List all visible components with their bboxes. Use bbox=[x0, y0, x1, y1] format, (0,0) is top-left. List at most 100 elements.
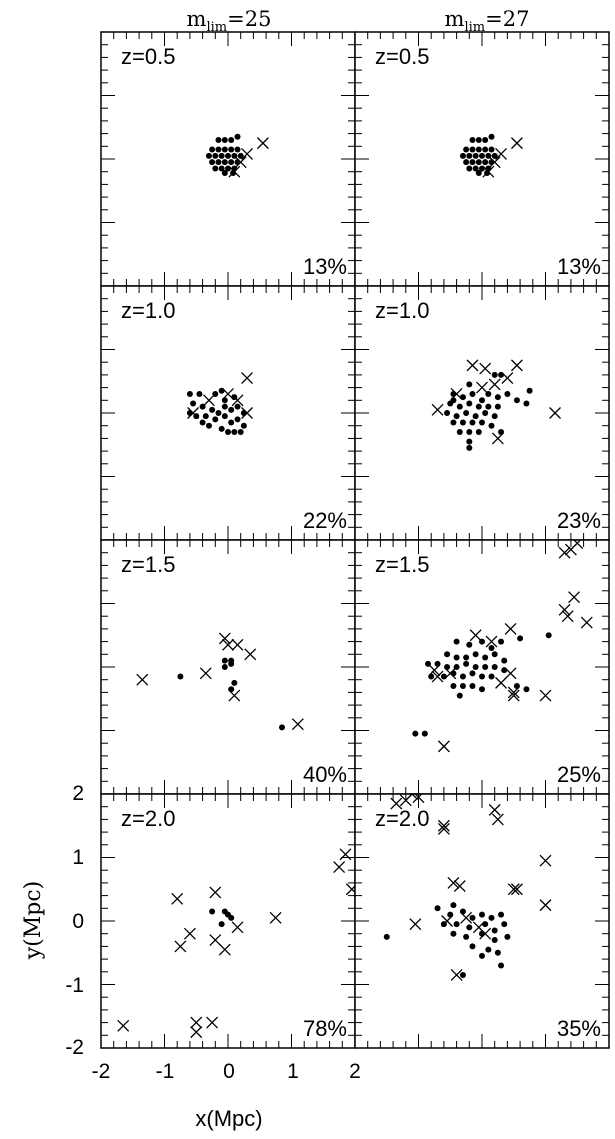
data-point-dot bbox=[196, 390, 203, 397]
data-point-cross bbox=[476, 381, 488, 394]
data-point-cross bbox=[218, 943, 231, 956]
data-point-dot bbox=[421, 730, 428, 737]
data-point-dot bbox=[444, 664, 451, 670]
data-point-dot bbox=[225, 429, 231, 436]
data-point-dot bbox=[456, 403, 463, 410]
data-point-dot bbox=[463, 654, 470, 661]
data-point-dot bbox=[228, 406, 235, 413]
data-point-dot bbox=[221, 159, 228, 166]
panel-frame bbox=[354, 31, 610, 287]
panel-percentage-label: 22% bbox=[303, 508, 347, 533]
data-point-dot bbox=[466, 444, 473, 451]
data-point-cross bbox=[444, 667, 457, 680]
data-point-dot bbox=[491, 371, 498, 378]
data-point-dot bbox=[212, 416, 219, 423]
panel-ticks bbox=[101, 32, 355, 286]
data-point-dot bbox=[513, 683, 520, 690]
data-point-dot bbox=[475, 403, 482, 410]
data-point-dot bbox=[215, 136, 222, 143]
data-point-cross bbox=[199, 667, 212, 680]
data-point-cross bbox=[431, 670, 444, 683]
data-point-dot bbox=[434, 660, 441, 667]
data-point-cross bbox=[333, 861, 346, 873]
panel-ticks bbox=[101, 794, 355, 1048]
data-point-dot bbox=[491, 152, 498, 159]
data-point-cross bbox=[495, 676, 508, 689]
data-point-dot bbox=[491, 664, 498, 670]
data-point-cross bbox=[256, 137, 269, 150]
data-point-dot bbox=[186, 410, 193, 416]
data-point-cross bbox=[495, 147, 508, 160]
data-point-dot bbox=[450, 930, 457, 937]
data-point-dot bbox=[228, 686, 235, 693]
data-point-dot bbox=[453, 413, 460, 420]
data-point-cross bbox=[437, 819, 450, 832]
data-point-dot bbox=[218, 152, 225, 159]
data-point-dot bbox=[472, 651, 479, 658]
scatter-panel: z=2.0 35% bbox=[354, 793, 610, 1049]
data-point-dot bbox=[221, 397, 228, 404]
data-point-dot bbox=[485, 403, 492, 410]
data-point-dot bbox=[469, 683, 476, 690]
panel-frame bbox=[100, 539, 356, 795]
data-point-cross bbox=[479, 927, 492, 940]
data-point-dot bbox=[453, 638, 460, 645]
panel-percentage-label: 25% bbox=[557, 762, 601, 787]
data-point-cross bbox=[241, 407, 254, 419]
data-point-cross bbox=[231, 638, 244, 651]
data-point-cross bbox=[447, 876, 460, 889]
data-point-cross bbox=[231, 394, 244, 407]
data-point-dot bbox=[228, 914, 235, 921]
data-point-cross bbox=[510, 359, 523, 372]
data-point-dot bbox=[221, 413, 228, 420]
data-point-dot bbox=[444, 651, 451, 658]
data-point-cross bbox=[510, 137, 523, 150]
data-point-dot bbox=[450, 902, 457, 909]
data-point-dot bbox=[517, 635, 524, 642]
column-title-mlim-27: mlim=27 bbox=[445, 7, 530, 35]
x-tick-label: -2 bbox=[92, 1060, 111, 1083]
scatter-panel: z=1.0 23% bbox=[354, 285, 610, 541]
data-point-dot bbox=[491, 937, 498, 944]
data-point-dot bbox=[491, 927, 498, 934]
data-point-dot bbox=[231, 679, 238, 686]
data-point-cross bbox=[409, 918, 422, 931]
data-point-cross bbox=[580, 616, 593, 629]
panel-percentage-label: 13% bbox=[557, 254, 601, 279]
data-point-cross bbox=[428, 664, 441, 677]
data-point-dot bbox=[472, 165, 479, 172]
column-title-main: m bbox=[445, 7, 465, 31]
data-point-dot bbox=[459, 908, 466, 915]
data-point-dot bbox=[450, 419, 457, 426]
data-point-dot bbox=[466, 924, 473, 931]
data-point-cross bbox=[244, 648, 257, 661]
panel-marks bbox=[186, 372, 254, 436]
data-point-dot bbox=[479, 686, 485, 693]
x-tick-label: -1 bbox=[156, 1060, 175, 1083]
data-point-dot bbox=[209, 406, 216, 413]
data-point-cross bbox=[241, 147, 254, 160]
data-point-cross bbox=[549, 407, 561, 419]
data-point-dot bbox=[466, 400, 473, 407]
data-point-dot bbox=[459, 152, 466, 159]
panel-frame bbox=[354, 539, 610, 795]
data-point-cross bbox=[507, 689, 520, 702]
data-point-dot bbox=[494, 403, 501, 410]
data-point-dot bbox=[466, 641, 473, 648]
data-point-cross bbox=[291, 718, 304, 731]
data-point-dot bbox=[383, 933, 390, 940]
panel-frame bbox=[100, 31, 356, 287]
data-point-dot bbox=[501, 657, 508, 664]
data-point-dot bbox=[218, 387, 225, 394]
data-point-dot bbox=[218, 425, 225, 432]
data-point-dot bbox=[228, 136, 235, 143]
data-point-cross bbox=[437, 822, 450, 835]
panel-marks bbox=[205, 133, 269, 178]
data-point-dot bbox=[479, 673, 485, 680]
data-point-dot bbox=[463, 146, 470, 153]
column-title-rest: =27 bbox=[485, 7, 529, 31]
data-point-dot bbox=[501, 667, 508, 674]
data-point-dot bbox=[221, 169, 228, 176]
data-point-dot bbox=[225, 152, 231, 159]
data-point-cross bbox=[441, 915, 454, 927]
